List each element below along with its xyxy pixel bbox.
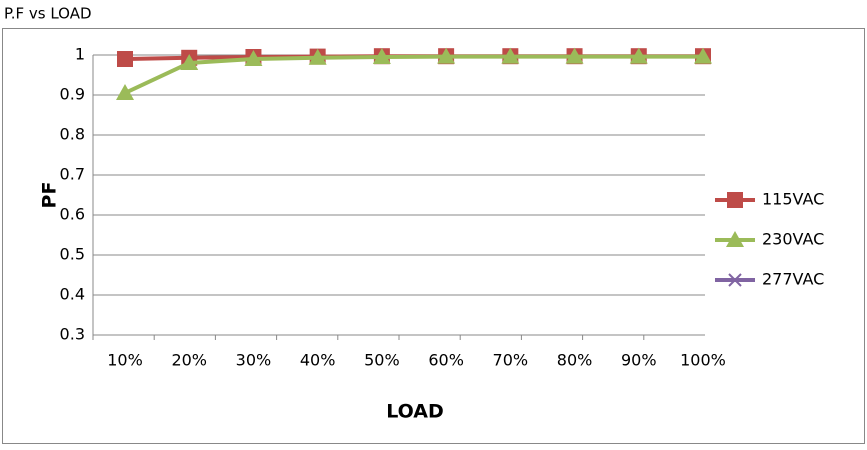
x-tick-label: 100% [680,351,726,370]
legend-label: 230VAC [762,230,824,249]
x-tick-label: 30% [236,351,272,370]
y-tick-label: 0.5 [60,245,85,264]
y-tick-label: 0.9 [60,85,85,104]
marker [437,47,456,64]
x-tick-label: 40% [300,351,336,370]
marker [244,50,263,66]
marker [372,48,391,64]
legend-marker [728,273,742,287]
y-tick-label: 0.7 [60,165,85,184]
x-tick-label: 70% [493,351,529,370]
legend-label: 277VAC [762,270,824,289]
series-line [124,54,703,95]
x-tick-label: 10% [107,351,143,370]
marker [565,47,584,64]
marker [629,47,648,64]
y-axis-title: PF [39,182,61,209]
x-axis-title: LOAD [386,401,444,423]
legend-marker [727,192,743,208]
x-tick-label: 90% [621,351,657,370]
marker [501,47,520,64]
marker [694,47,712,64]
marker [308,48,327,65]
y-tick-label: 0.3 [60,325,85,344]
legend-label: 115VAC [762,190,824,209]
y-tick-label: 0.4 [60,285,85,304]
chart-title: P.F vs LOAD [4,5,92,23]
x-tick-label: 80% [557,351,593,370]
chart-frame [2,28,865,444]
x-tick-label: 60% [428,351,464,370]
marker [117,51,133,67]
legend-marker [726,231,744,247]
marker [116,84,134,100]
marker [180,54,199,70]
x-tick-label: 20% [171,351,207,370]
y-tick-label: 0.6 [60,205,85,224]
y-tick-label: 1 [75,45,85,64]
y-tick-label: 0.8 [60,125,85,144]
x-tick-label: 50% [364,351,400,370]
